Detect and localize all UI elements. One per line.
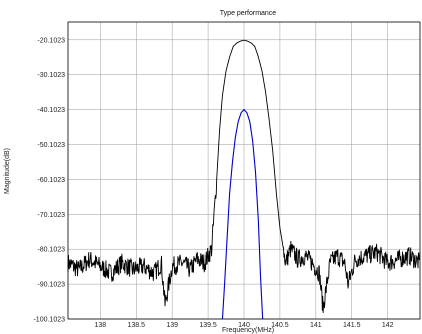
x-tick-label-8: 142 (382, 322, 394, 329)
series-line-1 (221, 108, 264, 320)
y-tick-label-1: -90.1023 (37, 282, 65, 289)
x-tick-label-2: 139 (166, 322, 178, 329)
x-tick-label-1: 138.5 (127, 322, 145, 329)
plot-frame (67, 21, 421, 320)
grid (68, 22, 420, 320)
x-tick-label-0: 138 (94, 322, 106, 329)
series-line-0 (67, 39, 421, 313)
y-tick-label-4: -60.1023 (37, 177, 65, 184)
x-tick-label-7: 141.5 (343, 322, 361, 329)
chart-title: Type performance (220, 10, 277, 17)
y-tick-label-0: -100.1023 (33, 317, 65, 324)
series-lines (221, 108, 264, 320)
y-axis-label: Magnitude(dB) (4, 148, 11, 194)
x-tick-label-3: 139.5 (199, 322, 217, 329)
x-tick-label-5: 140.5 (271, 322, 289, 329)
x-tick-label-6: 141 (310, 322, 322, 329)
y-tick-label-8: -20.1023 (37, 37, 65, 44)
y-tick-labels: -100.1023 -90.1023 -80.1023 -70.1023 -60.102… (33, 37, 65, 323)
x-tick-label-4: 140 (238, 322, 250, 329)
y-tick-label-5: -50.1023 (37, 142, 65, 149)
y-tick-label-2: -80.1023 (37, 247, 65, 254)
noise-floor (67, 39, 421, 313)
x-axis-label: Frequency(MHz) (222, 327, 274, 334)
y-tick-label-3: -70.1023 (37, 212, 65, 219)
x-tick-labels: 138 138.5 139 139.5 140 140.5 141 141.5 142 (94, 322, 393, 329)
y-tick-label-7: -30.1023 (37, 72, 65, 79)
y-tick-label-6: -40.1023 (37, 107, 65, 114)
